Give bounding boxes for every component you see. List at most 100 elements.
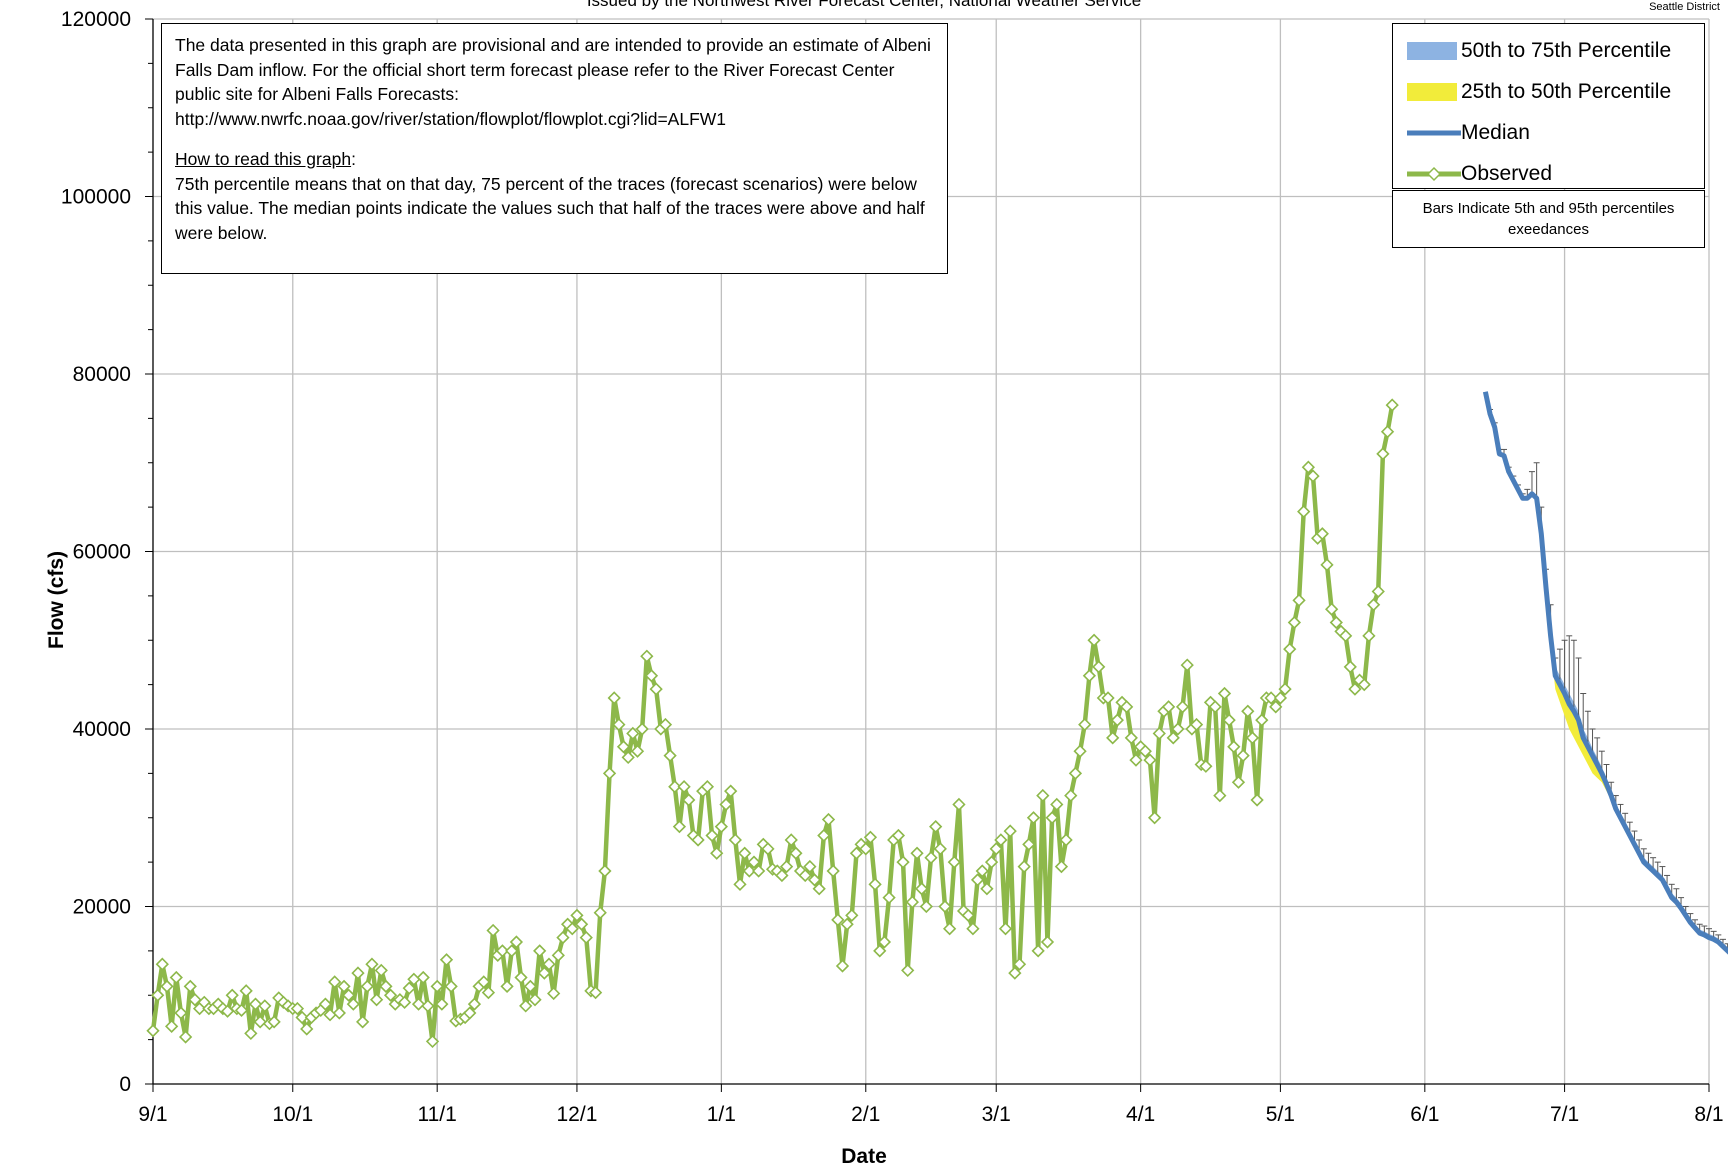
observed-point xyxy=(234,1003,249,1017)
observed-point xyxy=(845,908,859,923)
legend-swatch-median xyxy=(1407,130,1461,136)
observed-point xyxy=(1283,642,1297,656)
observed-point xyxy=(1171,722,1185,736)
observed-point xyxy=(351,966,365,980)
observed-point xyxy=(1050,797,1064,812)
observed-point xyxy=(579,930,593,945)
observed-point xyxy=(547,986,561,1001)
observed-point xyxy=(933,842,947,856)
observed-point xyxy=(784,833,798,847)
y-tick-label: 80000 xyxy=(73,363,131,386)
observed-point xyxy=(728,833,742,847)
observed-point xyxy=(481,985,496,1000)
observed-point xyxy=(178,1030,193,1044)
observed-point xyxy=(1250,793,1264,807)
observed-point xyxy=(328,975,342,989)
observed-point xyxy=(369,993,384,1007)
observed-point xyxy=(630,744,645,758)
observed-point xyxy=(1213,788,1227,803)
observed-point xyxy=(840,917,854,931)
observed-point xyxy=(1320,558,1334,572)
y-tick-label: 20000 xyxy=(73,896,131,919)
y-tick-label: 0 xyxy=(119,1073,131,1096)
observed-point xyxy=(1325,602,1339,616)
observed-point xyxy=(267,1015,281,1029)
observed-point xyxy=(929,819,943,834)
legend-item-p50-75: 50th to 75th Percentile xyxy=(1407,36,1671,66)
observed-point xyxy=(151,988,165,1002)
observed-point xyxy=(677,780,691,794)
gridlines xyxy=(153,18,1710,1084)
observed-point xyxy=(672,819,687,834)
observed-point xyxy=(970,873,985,887)
observed-point xyxy=(1036,788,1050,803)
observed-point xyxy=(943,922,957,936)
observed-point xyxy=(332,1006,346,1020)
observed-point xyxy=(658,717,673,732)
forecast-series xyxy=(1482,391,1728,955)
observed-point xyxy=(1147,811,1162,825)
y-tick-label: 100000 xyxy=(61,186,131,209)
observed-point xyxy=(183,979,197,994)
observed-point xyxy=(574,917,589,931)
observed-point xyxy=(742,864,756,878)
observed-point xyxy=(146,1024,160,1038)
legend-label-p25-50: 25th to 50th Percentile xyxy=(1461,80,1672,103)
observed-point xyxy=(691,833,705,847)
observed-point xyxy=(891,828,906,843)
observed-point xyxy=(644,669,659,683)
observed-point xyxy=(719,797,733,812)
observed-point xyxy=(495,944,510,958)
observed-point xyxy=(174,1006,188,1020)
observed-point xyxy=(1138,744,1152,758)
observed-point xyxy=(533,944,547,958)
x-tick-label: 7/1 xyxy=(1550,1103,1579,1126)
observed-point xyxy=(402,981,416,995)
observed-point xyxy=(1357,677,1371,692)
observed-point xyxy=(877,935,892,949)
observed-point xyxy=(998,922,1013,936)
observed-point xyxy=(994,833,1008,847)
observed-point xyxy=(705,828,719,843)
observed-point xyxy=(556,930,570,945)
legend-swatch-p25-50 xyxy=(1407,83,1457,101)
observed-point xyxy=(383,988,398,1002)
observed-point xyxy=(500,979,514,994)
observed-point xyxy=(863,830,878,844)
observed-point xyxy=(779,859,794,874)
observed-point xyxy=(1068,766,1083,781)
observed-point xyxy=(258,999,272,1013)
observed-point xyxy=(896,855,910,869)
observed-point xyxy=(1380,425,1395,439)
observed-point xyxy=(1059,833,1073,847)
observed-point xyxy=(477,975,491,989)
observed-point xyxy=(318,997,333,1011)
legend-item-median: Median xyxy=(1407,118,1530,148)
observed-point xyxy=(1175,700,1190,714)
observed-point xyxy=(640,649,654,663)
observed-line xyxy=(150,404,1395,1044)
note-url: http://www.nwrfc.noaa.gov/river/station/… xyxy=(175,108,727,129)
observed-point xyxy=(1045,811,1059,825)
observed-point xyxy=(346,997,360,1011)
x-tick-label: 5/1 xyxy=(1266,1103,1295,1126)
observed-point xyxy=(155,957,169,971)
observed-point xyxy=(952,797,966,812)
observed-point xyxy=(821,812,836,827)
observed-point xyxy=(984,855,999,869)
observed-point xyxy=(374,963,388,978)
observed-point xyxy=(542,957,556,971)
observed-point xyxy=(649,682,663,696)
observed-point xyxy=(439,953,454,967)
observed-point xyxy=(1245,731,1260,745)
observed-point xyxy=(514,970,528,985)
observed-point xyxy=(924,851,938,865)
observed-point xyxy=(1301,460,1315,474)
observed-point xyxy=(1152,726,1166,741)
observed-point xyxy=(919,899,933,914)
observed-point xyxy=(165,1019,179,1033)
how-to-read-heading: How to read this graph xyxy=(175,149,352,169)
observed-point xyxy=(421,999,435,1013)
observed-point xyxy=(253,1015,267,1029)
legend-swatch-observed xyxy=(1407,166,1461,182)
